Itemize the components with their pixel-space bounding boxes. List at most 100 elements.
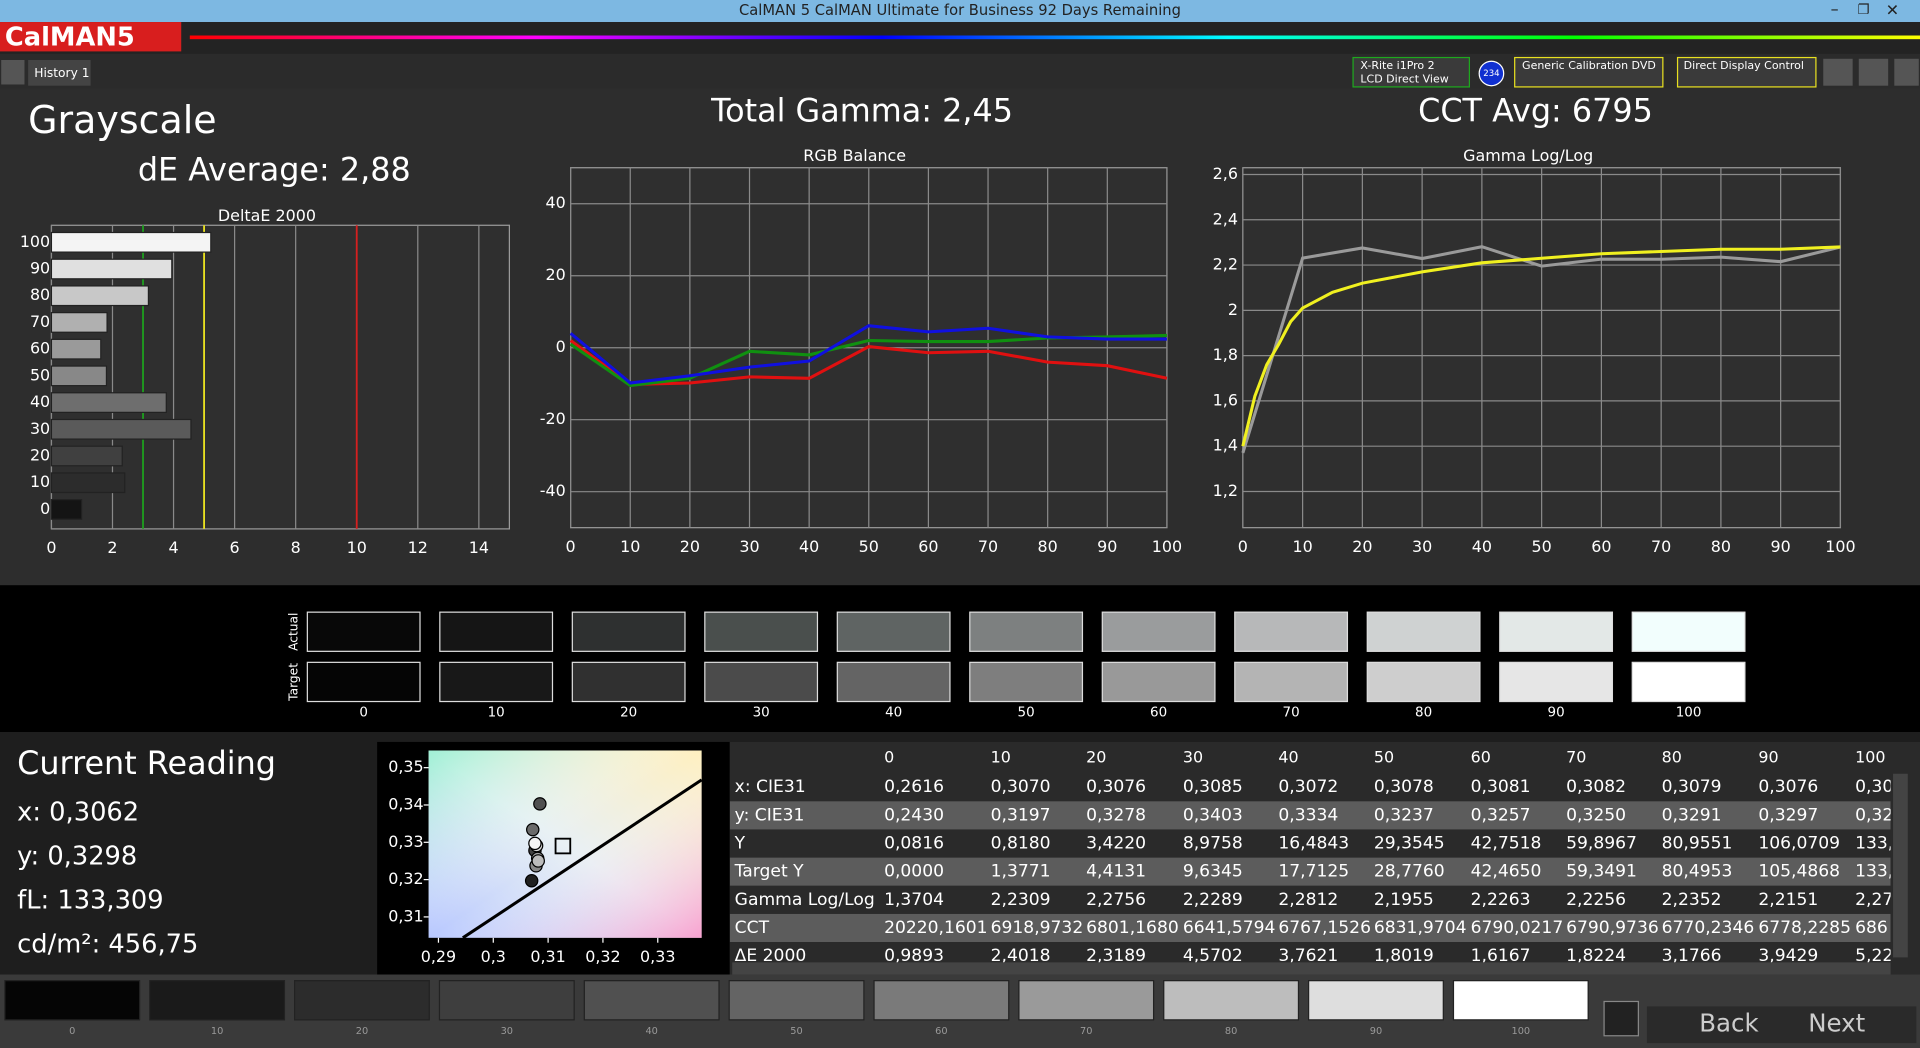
swatch-label: 40 [885,706,902,721]
table-cell: 2,4018 [991,946,1051,966]
y-tick-label: 2,4 [1213,209,1238,228]
column-header: 40 [1278,747,1298,766]
swatch-label: 60 [1150,706,1167,721]
table-cell: 28,7760 [1374,862,1445,882]
de-average: dE Average: 2,88 [138,150,411,188]
display-name: Direct Display Control [1684,59,1804,72]
bar [50,231,212,253]
y-tick-label: 40 [545,193,565,212]
table-cell: 133, [1855,862,1893,882]
patch-button[interactable] [438,980,575,1021]
stop-button[interactable] [1603,1000,1639,1037]
target-swatch [1631,661,1746,703]
patch-button[interactable] [873,980,1010,1021]
y-tick-label: 30 [30,419,50,438]
scrollbar[interactable] [1893,773,1908,958]
point [531,854,545,868]
bar [50,418,192,440]
point [533,797,547,811]
patch-label: 0 [69,1026,75,1037]
x-tick-label: 50 [1532,537,1552,556]
patch-button[interactable] [1307,980,1444,1021]
swatch-panel [0,585,1920,733]
next-button[interactable]: Next [1808,1009,1865,1038]
table-cell: 2,2263 [1471,890,1531,910]
table-cell: 0,3079 [1662,777,1722,797]
back-button[interactable]: Back [1699,1009,1759,1038]
meter-box[interactable] [1352,56,1470,88]
patch-button[interactable] [728,980,865,1021]
maximize[interactable]: ❐ [1858,3,1870,18]
tab[interactable] [28,59,91,86]
target-swatch [969,661,1084,703]
patch-button[interactable] [1452,980,1589,1021]
close[interactable]: ✕ [1886,1,1899,20]
table-row [729,885,1891,914]
y-tick-label: 100 [20,232,50,251]
table-cell: 0,3197 [991,805,1051,825]
patch-button[interactable] [1018,980,1155,1021]
patch-button[interactable] [583,980,720,1021]
patch-button[interactable] [4,980,141,1021]
meter-badge[interactable] [1478,60,1505,87]
reading-title: Current Reading [17,744,276,782]
table-cell: 0,3081 [1471,777,1531,797]
x-tick-label: 40 [1472,537,1492,556]
column-header: 50 [1374,747,1394,766]
table-cell: 42,4650 [1471,862,1542,882]
target-swatch [439,661,554,703]
x-tick-label: 30 [739,537,759,556]
column-header: 30 [1183,747,1203,766]
table-cell: 4,4131 [1086,862,1146,882]
x-tick-label: 10 [620,537,640,556]
patch-label: 40 [645,1026,657,1037]
patch-button[interactable] [294,980,430,1021]
table-cell: 8,9758 [1183,834,1243,854]
table-cell: 0,3297 [1758,805,1818,825]
minimize[interactable]: – [1831,0,1839,18]
x-tick-label: 14 [469,538,489,557]
y-tick-label: 1,2 [1213,481,1238,500]
play-button[interactable] [1,59,25,85]
table-cell: 2,1955 [1374,890,1434,910]
patch-label: 80 [1225,1026,1237,1037]
table-cell: 105,4868 [1758,862,1840,882]
swatch-label: 10 [488,706,505,721]
table-cell: 0,3278 [1086,805,1146,825]
table-cell: 0,3403 [1183,805,1243,825]
swatch-label: 70 [1283,706,1300,721]
h-scrollbar[interactable] [732,962,1891,975]
patch-button[interactable] [149,980,286,1021]
table-cell: 1,3771 [991,862,1051,882]
x-tick-label: 12 [408,538,428,557]
table-cell: 0,0000 [884,862,944,882]
x-tick-label: 0 [566,537,576,556]
source-name: Generic Calibration DVD [1522,59,1656,72]
logo-box[interactable] [0,22,182,52]
settings-button[interactable] [1823,58,1853,86]
column-header: 10 [991,747,1011,766]
patch-button[interactable] [1163,980,1300,1021]
chart-title: Gamma Log/Log [1463,146,1593,165]
display-box[interactable] [1676,56,1817,88]
y-tick-label: 1,8 [1213,345,1238,364]
actual-swatch [704,611,819,652]
help-button[interactable] [1858,58,1889,86]
target-swatch [704,661,819,703]
source-box[interactable] [1514,56,1664,88]
y-tick-label: 20 [30,445,50,464]
table-cell: 3,9429 [1758,946,1818,966]
table-cell: 0,9893 [884,946,944,966]
collapse-button[interactable] [1894,58,1919,86]
actual-swatch [836,611,951,652]
column-header: 60 [1471,747,1491,766]
table-cell: 80,4953 [1662,862,1733,882]
table-row [729,913,1891,943]
table-cell: 42,7518 [1471,834,1542,854]
column-header: 90 [1758,747,1778,766]
x-tick-label: 0,31 [530,947,565,966]
table-cell: 1,6167 [1471,946,1531,966]
table-cell: 0,3250 [1566,805,1626,825]
point [528,836,542,851]
